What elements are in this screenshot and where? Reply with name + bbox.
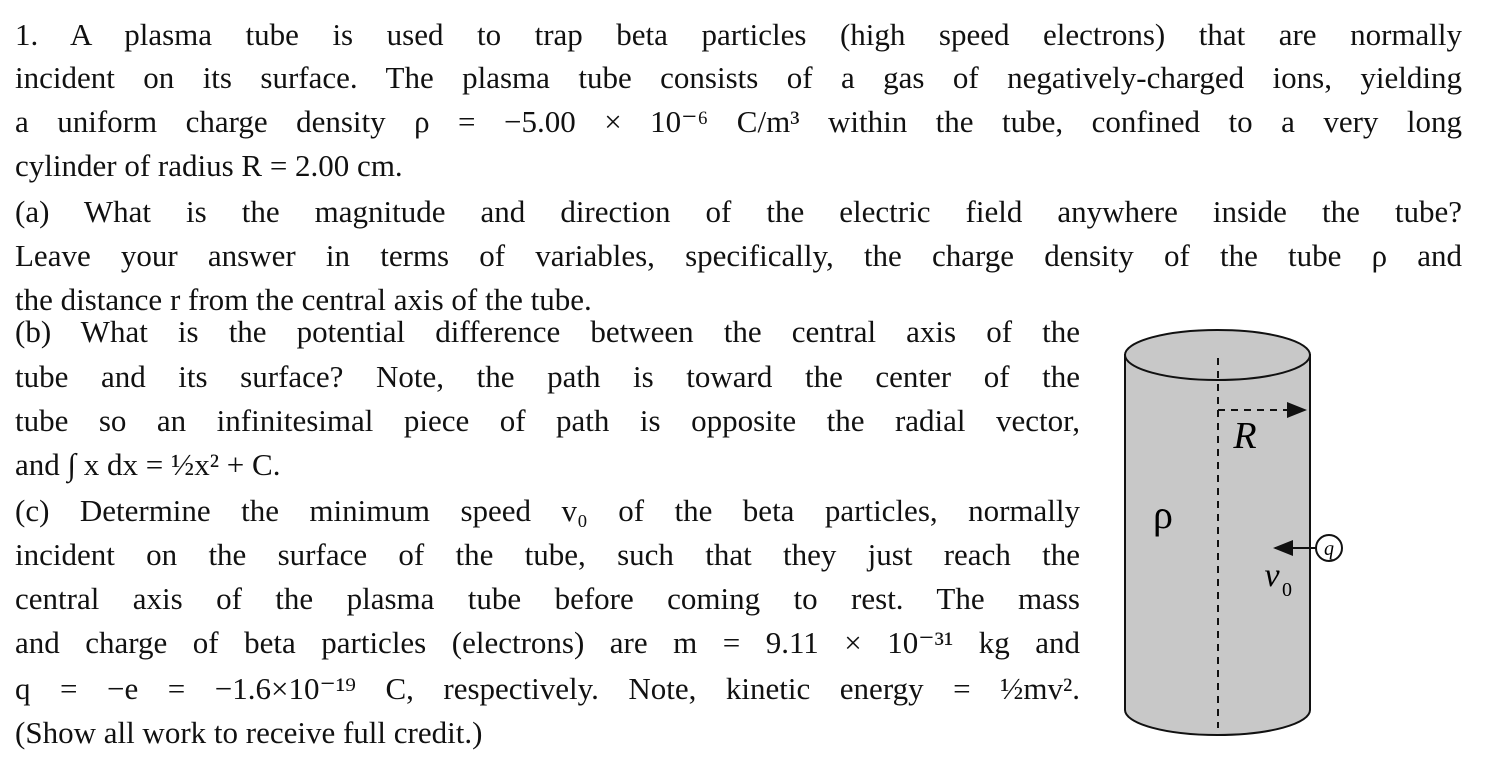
part-line: and charge of beta particles (electrons)…: [15, 625, 1080, 660]
part-line: central axis of the plasma tube before c…: [15, 581, 1080, 616]
part-line: incident on the surface of the tube, suc…: [15, 537, 1080, 572]
part-line: (Show all work to receive full credit.): [15, 715, 483, 750]
density-label: ρ: [1153, 492, 1173, 537]
cylinder-top: [1124, 329, 1311, 381]
part-line: (b) What is the potential difference bet…: [15, 314, 1080, 349]
charge-circle: [1315, 534, 1343, 562]
intro-line: cylinder of radius R = 2.00 cm.: [15, 148, 403, 183]
part-line: (a) What is the magnitude and direction …: [15, 194, 1462, 229]
velocity-label: v: [1264, 557, 1280, 594]
part-line: (c) Determine the minimum speed v₀ of th…: [15, 493, 1080, 528]
charge-label: q: [1324, 538, 1334, 560]
intro-line: 1. A plasma tube is used to trap beta pa…: [15, 17, 1462, 52]
radius-label: R: [1232, 415, 1256, 457]
intro-line: incident on its surface. The plasma tube…: [15, 60, 1462, 95]
intro-line: a uniform charge density ρ = −5.00 × 10⁻…: [15, 104, 1462, 139]
part-line: tube and its surface? Note, the path is …: [15, 359, 1080, 394]
part-line: and ∫ x dx = ½x² + C.: [15, 447, 281, 482]
part-line: q = −e = −1.6×10⁻¹⁹ C, respectively. Not…: [15, 671, 1080, 706]
part-line: the distance r from the central axis of …: [15, 282, 592, 317]
velocity-subscript: 0: [1282, 579, 1292, 601]
part-line: Leave your answer in terms of variables,…: [15, 238, 1462, 273]
part-line: tube so an infinitesimal piece of path i…: [15, 403, 1080, 438]
